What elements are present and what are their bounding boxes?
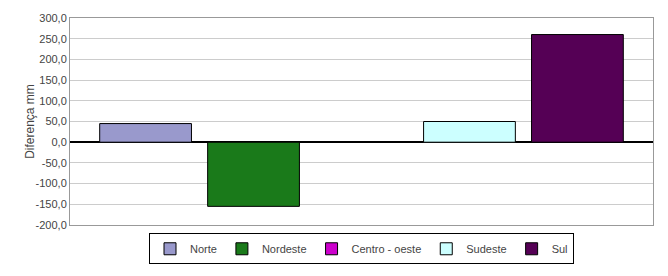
svg-text:250,0: 250,0 — [39, 33, 67, 45]
svg-text:150,0: 150,0 — [39, 74, 67, 86]
svg-text:200,0: 200,0 — [39, 53, 67, 65]
svg-text:50,0: 50,0 — [45, 115, 66, 127]
svg-text:Diferença mm: Diferença mm — [23, 84, 37, 159]
svg-text:300,0: 300,0 — [39, 12, 67, 24]
svg-text:Sul: Sul — [552, 243, 568, 255]
svg-text:-150,0: -150,0 — [36, 198, 67, 210]
svg-text:Centro - oeste: Centro - oeste — [352, 243, 422, 255]
svg-text:Sudeste: Sudeste — [466, 243, 506, 255]
svg-text:-200,0: -200,0 — [36, 219, 67, 231]
svg-text:Nordeste: Nordeste — [262, 243, 307, 255]
svg-text:0,0: 0,0 — [52, 136, 67, 148]
svg-text:Norte: Norte — [190, 243, 217, 255]
svg-text:100,0: 100,0 — [39, 95, 67, 107]
svg-text:-100,0: -100,0 — [36, 177, 67, 189]
svg-text:-50,0: -50,0 — [42, 157, 67, 169]
